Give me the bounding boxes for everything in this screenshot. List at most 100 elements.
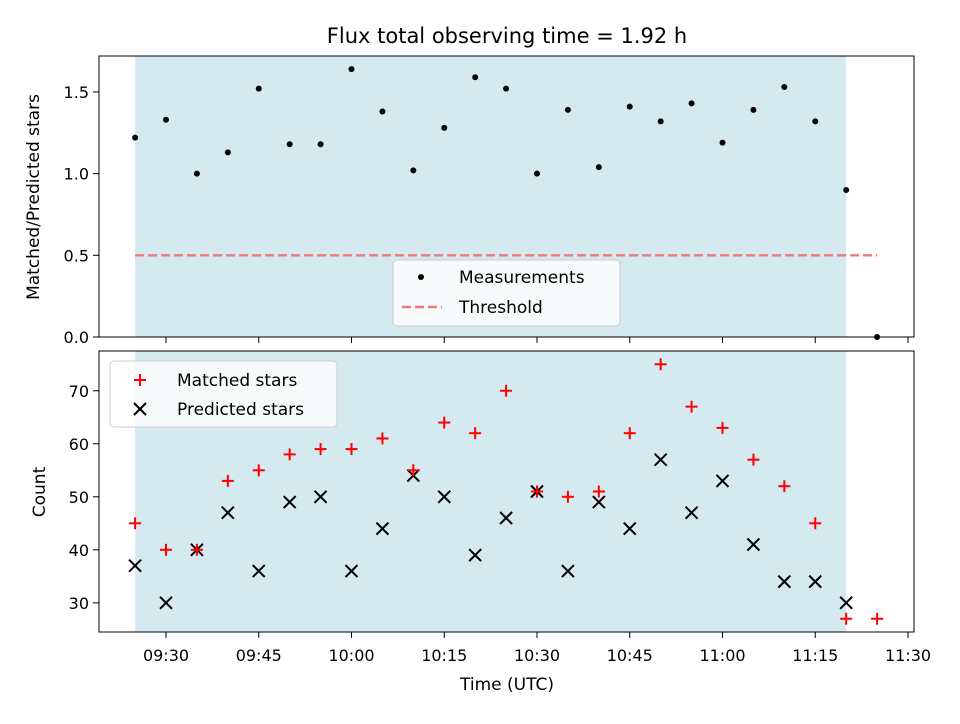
predicted-point (221, 506, 235, 520)
predicted-point (499, 511, 513, 525)
matched-point (561, 490, 574, 503)
predicted-point (684, 506, 699, 520)
predicted-point (313, 490, 328, 504)
matched-point (871, 612, 884, 625)
measurement-point (472, 74, 479, 81)
x-axis-label: Time (UTC) (459, 675, 554, 695)
predicted-point (777, 574, 792, 589)
y-tick-label: 1.5 (64, 83, 89, 102)
measurement-point (595, 164, 602, 171)
matched-point (592, 485, 605, 498)
y-tick-label: 0.5 (64, 246, 89, 265)
matched-point (469, 427, 482, 440)
matched-point (129, 517, 142, 530)
x-tick-label: 10:15 (421, 646, 467, 665)
x-tick-label: 10:30 (514, 646, 560, 665)
predicted-legend-label: Predicted stars (177, 400, 304, 420)
matched-point (376, 432, 389, 445)
threshold-legend-label: Threshold (458, 298, 543, 318)
measurement-point (410, 167, 417, 174)
bottom-panel: 30 40 50 60 70 09:30 09:45 10:00 10:15 10:30 10:4… (30, 350, 931, 695)
matched-point (345, 443, 358, 456)
measurement-point (688, 100, 695, 107)
measurement-point (626, 103, 633, 110)
matched-point (778, 480, 791, 493)
x-tick-label: 10:45 (607, 646, 653, 665)
matched-point (160, 543, 172, 556)
measurement-point (193, 170, 200, 177)
predicted-point (344, 564, 359, 578)
measurement-point (317, 141, 324, 148)
chart-title: Flux total observing time = 1.92 h (327, 24, 687, 48)
predicted-point (128, 559, 142, 573)
top-axes-frame (98, 55, 915, 338)
bottom-axes-frame (98, 350, 915, 633)
predicted-point (592, 495, 606, 509)
predicted-point (623, 521, 637, 536)
matched-point (840, 612, 853, 625)
measurement-point (348, 66, 355, 73)
measurements-legend-label: Measurements (459, 268, 585, 288)
matched-point (623, 427, 636, 440)
measurement-point (163, 116, 169, 123)
predicted-point (437, 490, 451, 504)
y-tick-label: 40 (69, 541, 89, 560)
y-tick-label: 50 (69, 488, 89, 507)
predicted-point (808, 574, 822, 589)
x-tick-label: 11:30 (885, 646, 931, 665)
matched-point (531, 485, 543, 498)
predicted-point (746, 537, 761, 552)
predicted-point (715, 474, 730, 488)
measurement-point (503, 85, 510, 92)
measurement-point (750, 106, 757, 113)
matched-point (685, 400, 698, 413)
y-tick-label: 60 (69, 435, 89, 454)
predicted-point (252, 564, 266, 578)
x-tick-label: 09:30 (143, 646, 189, 665)
measurement-point (132, 134, 139, 141)
matched-legend-label: Matched stars (177, 371, 297, 391)
y-tick-label: 70 (69, 382, 89, 401)
matched-legend-marker (134, 374, 146, 386)
matched-point (221, 474, 234, 487)
y-tick-label: 1.0 (64, 165, 89, 184)
measurement-point (564, 106, 571, 113)
top-ylabel: Matched/Predicted stars (24, 94, 44, 300)
matched-point (747, 453, 760, 466)
predicted-point (282, 495, 297, 509)
matched-point (314, 443, 327, 456)
measurements-legend-marker (418, 274, 424, 280)
measurement-point (286, 141, 293, 148)
matched-point (190, 543, 203, 556)
matched-point (716, 421, 729, 434)
top-panel: 0.0 0.5 1.0 1.5 Matched/Predicted stars Mea… (24, 55, 915, 347)
measurement-point (534, 170, 540, 177)
x-tick-label: 09:45 (236, 646, 282, 665)
y-tick-label: 0.0 (64, 328, 89, 347)
matched-point (654, 358, 667, 371)
matched-point (252, 464, 265, 477)
predicted-point (159, 596, 173, 610)
x-tick-label: 10:00 (328, 646, 374, 665)
x-tick-label: 11:00 (699, 646, 745, 665)
predicted-point (375, 521, 390, 536)
predicted-point (839, 596, 853, 610)
measurement-point (812, 118, 819, 125)
top-legend: Measurements Threshold (392, 259, 621, 327)
measurement-point (781, 84, 788, 91)
matched-point (283, 448, 296, 461)
bottom-ylabel: Count (30, 466, 50, 517)
measurement-point (843, 186, 850, 193)
bottom-legend: Matched stars Predicted stars (109, 360, 338, 428)
matched-point (500, 384, 513, 397)
predicted-legend-marker (133, 402, 147, 416)
y-tick-label: 30 (69, 594, 89, 613)
measurement-point (719, 139, 726, 146)
predicted-point (561, 564, 575, 578)
measurement-point (224, 149, 231, 156)
measurement-point (657, 118, 664, 125)
measurement-point (441, 124, 448, 131)
predicted-point (653, 452, 668, 467)
predicted-point (468, 548, 482, 562)
